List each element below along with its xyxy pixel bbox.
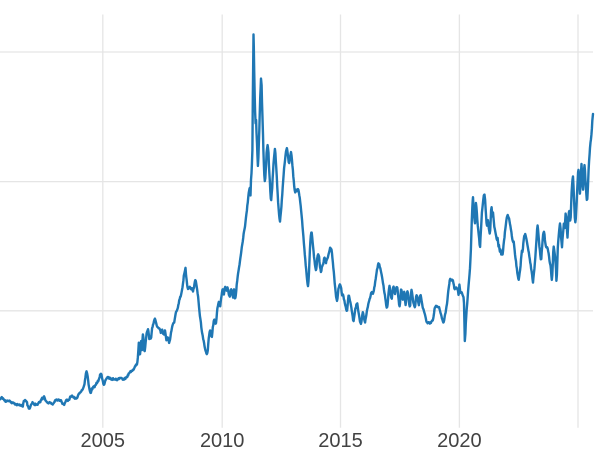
svg-text:2020: 2020 (437, 430, 482, 450)
svg-text:2005: 2005 (81, 430, 126, 450)
svg-text:2015: 2015 (318, 430, 363, 450)
svg-text:2010: 2010 (200, 430, 245, 450)
